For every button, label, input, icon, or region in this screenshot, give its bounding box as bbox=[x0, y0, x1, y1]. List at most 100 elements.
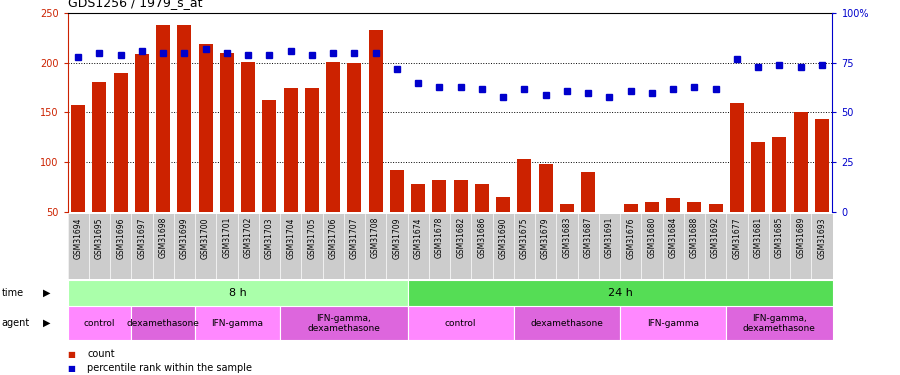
Text: percentile rank within the sample: percentile rank within the sample bbox=[87, 363, 252, 373]
Bar bbox=[71, 105, 85, 212]
Bar bbox=[284, 88, 298, 212]
Text: GSM31698: GSM31698 bbox=[158, 217, 167, 258]
Text: control: control bbox=[84, 319, 115, 328]
Bar bbox=[496, 197, 510, 212]
Text: IFN-gamma,
dexamethasone: IFN-gamma, dexamethasone bbox=[307, 314, 380, 333]
Bar bbox=[772, 137, 787, 212]
Text: GSM31704: GSM31704 bbox=[286, 217, 295, 258]
Text: GSM31681: GSM31681 bbox=[753, 217, 762, 258]
Text: GSM31700: GSM31700 bbox=[201, 217, 210, 258]
Bar bbox=[195, 306, 280, 340]
Bar bbox=[666, 198, 680, 212]
Text: GSM31693: GSM31693 bbox=[817, 217, 826, 258]
Bar bbox=[475, 184, 489, 212]
Bar bbox=[68, 306, 131, 340]
Text: GSM31697: GSM31697 bbox=[138, 217, 147, 258]
Text: GSM31676: GSM31676 bbox=[626, 217, 635, 258]
Text: GSM31686: GSM31686 bbox=[477, 217, 486, 258]
Bar bbox=[794, 112, 807, 212]
Bar bbox=[199, 44, 212, 212]
Text: GSM31703: GSM31703 bbox=[265, 217, 274, 258]
Bar bbox=[177, 25, 192, 212]
Text: GSM31691: GSM31691 bbox=[605, 217, 614, 258]
Text: GSM31690: GSM31690 bbox=[499, 217, 508, 258]
Text: control: control bbox=[445, 319, 476, 328]
Bar bbox=[263, 100, 276, 212]
Bar bbox=[131, 306, 195, 340]
Text: GSM31687: GSM31687 bbox=[583, 217, 592, 258]
Text: IFN-gamma,
dexamethasone: IFN-gamma, dexamethasone bbox=[742, 314, 815, 333]
Text: GSM31709: GSM31709 bbox=[392, 217, 401, 258]
Text: GSM31705: GSM31705 bbox=[308, 217, 317, 258]
Bar bbox=[514, 306, 620, 340]
Text: IFN-gamma: IFN-gamma bbox=[212, 319, 264, 328]
Bar bbox=[113, 73, 128, 212]
Text: ■: ■ bbox=[68, 350, 76, 359]
Text: GSM31699: GSM31699 bbox=[180, 217, 189, 258]
Text: dexamethasone: dexamethasone bbox=[127, 319, 200, 328]
Bar bbox=[280, 306, 408, 340]
Bar bbox=[408, 280, 832, 306]
Bar bbox=[135, 54, 148, 212]
Bar bbox=[560, 204, 574, 212]
Text: ▶: ▶ bbox=[43, 318, 50, 328]
Bar bbox=[408, 306, 514, 340]
Text: GSM31682: GSM31682 bbox=[456, 217, 465, 258]
Bar bbox=[688, 202, 701, 212]
Bar bbox=[93, 82, 106, 212]
Text: GSM31692: GSM31692 bbox=[711, 217, 720, 258]
Bar bbox=[305, 88, 319, 212]
Bar bbox=[390, 170, 404, 212]
Bar bbox=[815, 120, 829, 212]
Text: agent: agent bbox=[2, 318, 30, 328]
Bar bbox=[220, 53, 234, 212]
Text: GSM31688: GSM31688 bbox=[690, 217, 699, 258]
Text: time: time bbox=[2, 288, 24, 298]
Text: GSM31683: GSM31683 bbox=[562, 217, 572, 258]
Bar bbox=[581, 172, 595, 212]
Text: GSM31678: GSM31678 bbox=[435, 217, 444, 258]
Bar bbox=[539, 164, 553, 212]
Bar bbox=[518, 159, 531, 212]
Text: GSM31689: GSM31689 bbox=[796, 217, 806, 258]
Bar bbox=[68, 280, 408, 306]
Bar bbox=[726, 306, 832, 340]
Text: GSM31674: GSM31674 bbox=[414, 217, 423, 258]
Text: GSM31696: GSM31696 bbox=[116, 217, 125, 258]
Bar bbox=[347, 63, 361, 212]
Bar bbox=[752, 142, 765, 212]
Bar bbox=[241, 62, 255, 212]
Bar bbox=[369, 30, 382, 212]
Text: GSM31701: GSM31701 bbox=[222, 217, 231, 258]
Text: ▶: ▶ bbox=[43, 288, 50, 298]
Text: GSM31706: GSM31706 bbox=[328, 217, 338, 258]
Bar bbox=[326, 62, 340, 212]
Text: GSM31707: GSM31707 bbox=[350, 217, 359, 258]
Text: count: count bbox=[87, 350, 115, 359]
Text: GSM31708: GSM31708 bbox=[371, 217, 380, 258]
Text: IFN-gamma: IFN-gamma bbox=[647, 319, 699, 328]
Text: GSM31685: GSM31685 bbox=[775, 217, 784, 258]
Bar bbox=[411, 184, 425, 212]
Text: GSM31675: GSM31675 bbox=[520, 217, 529, 258]
Text: GSM31702: GSM31702 bbox=[244, 217, 253, 258]
Bar bbox=[730, 102, 743, 212]
Bar bbox=[433, 180, 446, 212]
Text: 8 h: 8 h bbox=[229, 288, 247, 298]
Bar bbox=[454, 180, 467, 212]
Text: ■: ■ bbox=[68, 364, 76, 373]
Bar bbox=[708, 204, 723, 212]
Bar bbox=[157, 25, 170, 212]
Text: GSM31684: GSM31684 bbox=[669, 217, 678, 258]
Text: GDS1256 / 1979_s_at: GDS1256 / 1979_s_at bbox=[68, 0, 202, 9]
Bar bbox=[624, 204, 637, 212]
Bar bbox=[620, 306, 726, 340]
Text: GSM31695: GSM31695 bbox=[94, 217, 104, 258]
Text: 24 h: 24 h bbox=[608, 288, 633, 298]
Text: dexamethasone: dexamethasone bbox=[530, 319, 603, 328]
Text: GSM31680: GSM31680 bbox=[647, 217, 656, 258]
Text: GSM31677: GSM31677 bbox=[733, 217, 742, 258]
Text: GSM31694: GSM31694 bbox=[74, 217, 83, 258]
Bar bbox=[645, 202, 659, 212]
Text: GSM31679: GSM31679 bbox=[541, 217, 550, 258]
